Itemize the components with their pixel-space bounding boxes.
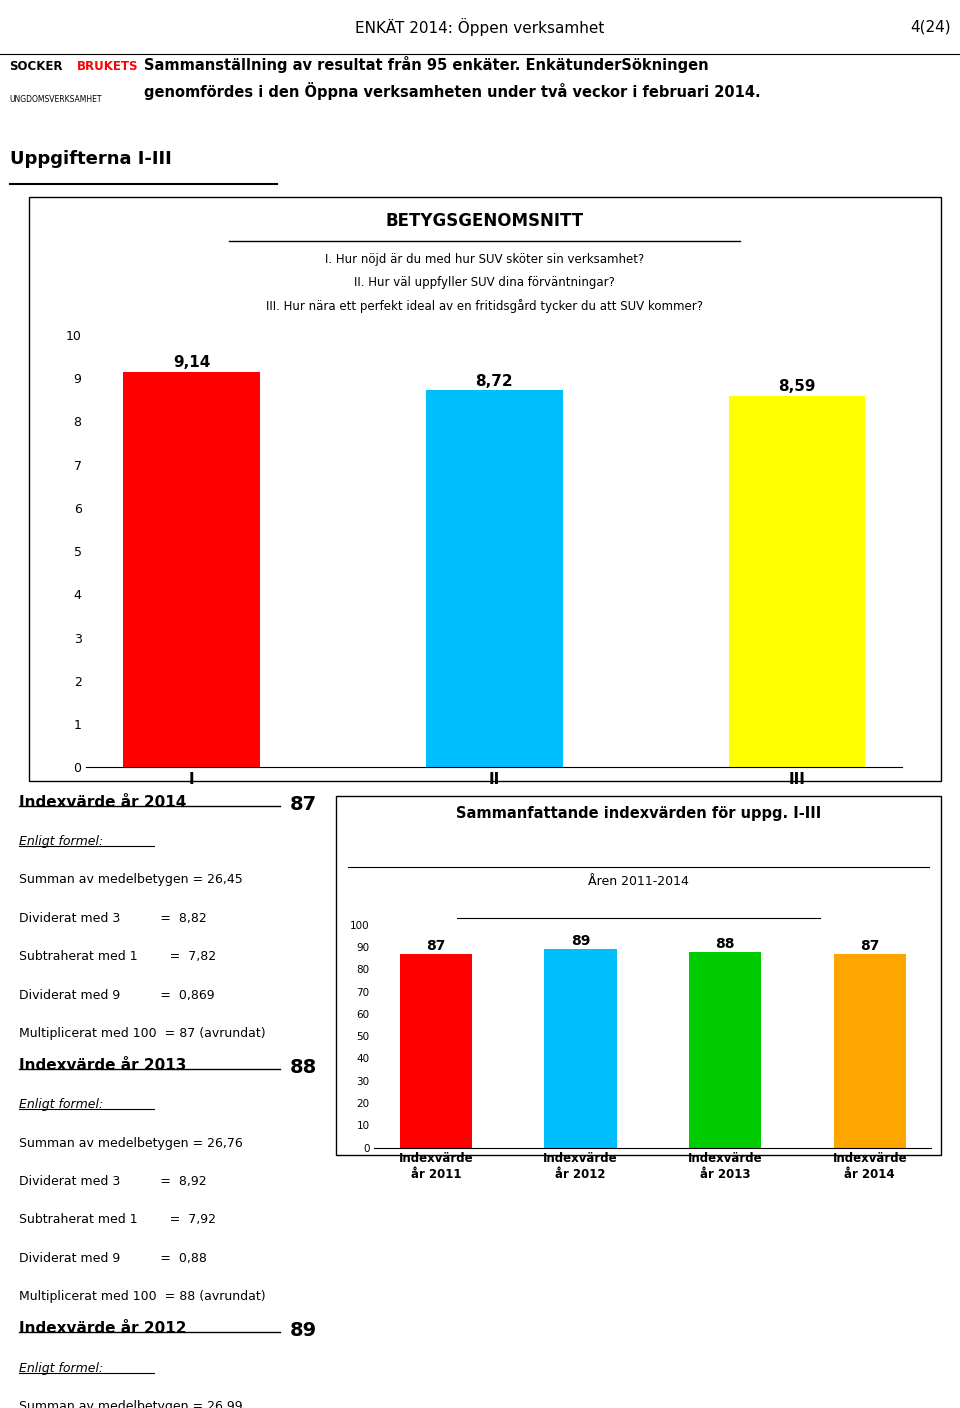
Text: Indexvärde år 2014: Indexvärde år 2014 (18, 794, 186, 810)
Text: 88: 88 (289, 1057, 317, 1077)
Text: Enligt formel:: Enligt formel: (18, 1098, 103, 1111)
Text: Åren 2011-2014: Åren 2011-2014 (588, 874, 689, 887)
Text: 89: 89 (289, 1321, 317, 1340)
Text: Indexvärde år 2012: Indexvärde år 2012 (18, 1321, 186, 1336)
Text: 89: 89 (571, 935, 590, 949)
Text: SOCKER: SOCKER (10, 61, 63, 73)
Text: UNGDOMSVERKSAMHET: UNGDOMSVERKSAMHET (10, 94, 102, 104)
Text: Dividerat med 3          =  8,82: Dividerat med 3 = 8,82 (18, 912, 206, 925)
Bar (124, 372, 260, 767)
Text: Summan av medelbetygen = 26,76: Summan av medelbetygen = 26,76 (18, 1136, 242, 1150)
Text: 4(24): 4(24) (910, 20, 950, 34)
Bar (729, 396, 865, 767)
Text: 8,59: 8,59 (779, 379, 816, 394)
Text: Enligt formel:: Enligt formel: (18, 835, 103, 848)
Text: Enligt formel:: Enligt formel: (18, 1362, 103, 1374)
Text: I. Hur nöjd är du med hur SUV sköter sin verksamhet?: I. Hur nöjd är du med hur SUV sköter sin… (325, 252, 644, 266)
Text: BETYGSGENOMSNITT: BETYGSGENOMSNITT (386, 211, 584, 230)
Text: II. Hur väl uppfyller SUV dina förväntningar?: II. Hur väl uppfyller SUV dina förväntni… (354, 276, 615, 289)
Text: III. Hur nära ett perfekt ideal av en fritidsgård tycker du att SUV kommer?: III. Hur nära ett perfekt ideal av en fr… (266, 300, 704, 314)
Bar (544, 949, 616, 1148)
Text: Uppgifterna I-III: Uppgifterna I-III (10, 149, 171, 168)
Text: Dividerat med 9          =  0,88: Dividerat med 9 = 0,88 (18, 1252, 206, 1264)
Text: 87: 87 (860, 939, 879, 953)
Text: Summan av medelbetygen = 26,45: Summan av medelbetygen = 26,45 (18, 873, 242, 887)
Text: 88: 88 (715, 936, 734, 950)
Text: Sammanfattande indexvärden för uppg. I-III: Sammanfattande indexvärden för uppg. I-I… (456, 807, 821, 821)
Text: Multiplicerat med 100  = 87 (avrundat): Multiplicerat med 100 = 87 (avrundat) (18, 1026, 265, 1041)
Bar (689, 952, 761, 1148)
Text: Multiplicerat med 100  = 88 (avrundat): Multiplicerat med 100 = 88 (avrundat) (18, 1290, 265, 1304)
Text: Dividerat med 3          =  8,92: Dividerat med 3 = 8,92 (18, 1176, 206, 1188)
Text: Subtraherat med 1        =  7,92: Subtraherat med 1 = 7,92 (18, 1214, 216, 1226)
Text: ENKÄT 2014: Öppen verksamhet: ENKÄT 2014: Öppen verksamhet (355, 18, 605, 35)
Text: Subtraherat med 1        =  7,82: Subtraherat med 1 = 7,82 (18, 950, 216, 963)
Text: Summan av medelbetygen = 26,99: Summan av medelbetygen = 26,99 (18, 1400, 242, 1408)
Text: Sammanställning av resultat från 95 enkäter. EnkätunderSökningen
genomfördes i d: Sammanställning av resultat från 95 enkä… (144, 56, 760, 100)
Text: BRUKETS: BRUKETS (77, 61, 138, 73)
Text: 87: 87 (426, 939, 445, 953)
Bar (399, 953, 472, 1148)
Text: 87: 87 (289, 794, 317, 814)
Text: 8,72: 8,72 (475, 373, 514, 389)
Bar (833, 953, 906, 1148)
Bar (426, 390, 563, 767)
Text: Indexvärde år 2013: Indexvärde år 2013 (18, 1057, 186, 1073)
Text: Dividerat med 9          =  0,869: Dividerat med 9 = 0,869 (18, 988, 214, 1001)
Text: 9,14: 9,14 (173, 355, 210, 370)
